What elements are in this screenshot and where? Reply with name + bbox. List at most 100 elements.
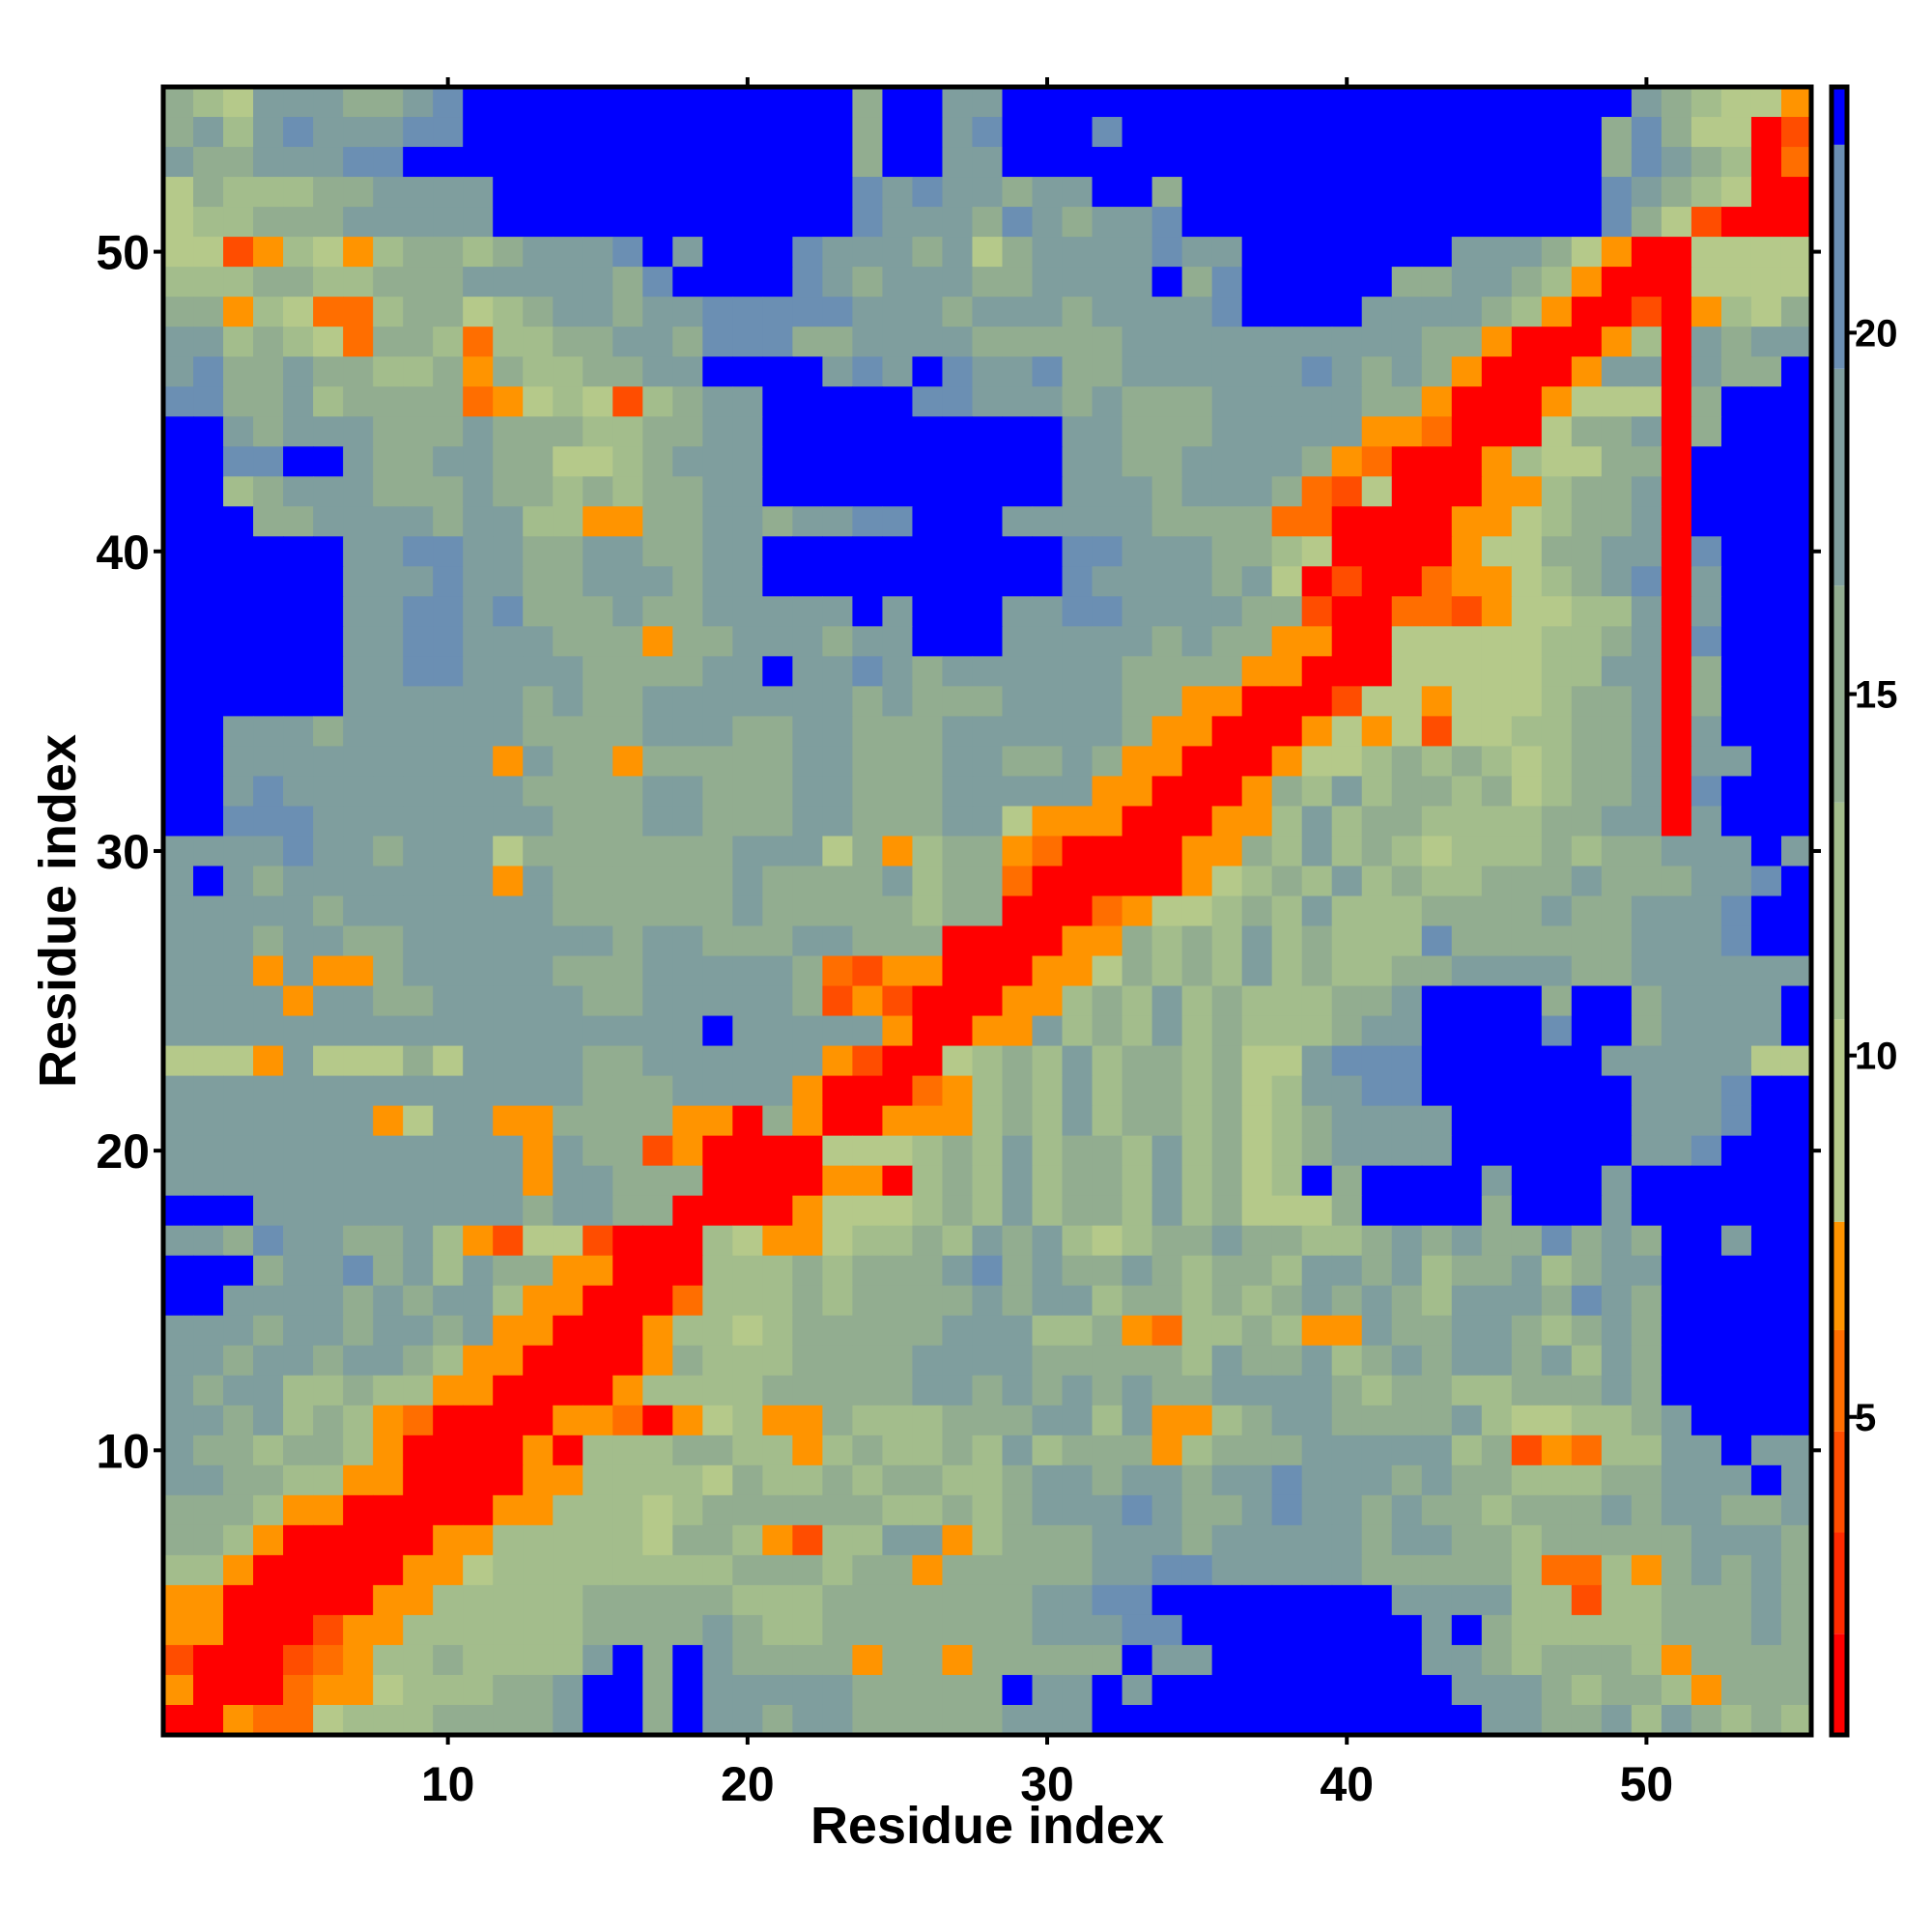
heatmap-cell [822,1195,854,1227]
heatmap-cell [732,1195,763,1227]
heatmap-cell [1181,1464,1213,1496]
heatmap-cell [912,1584,944,1616]
heatmap-cell [403,207,434,238]
heatmap-cell [1750,866,1782,897]
heatmap-cell [373,776,404,808]
heatmap-cell [762,237,793,268]
heatmap-cell [582,327,613,357]
heatmap-cell [1571,1674,1603,1706]
heatmap-cell [163,1584,194,1616]
colorbar-band [1832,1019,1847,1222]
heatmap-cell [1241,1375,1273,1406]
heatmap-cell [732,985,763,1017]
heatmap-cell [912,836,944,867]
heatmap-cell [882,506,914,537]
heatmap-cell [553,87,583,118]
heatmap-cell [313,1674,344,1706]
heatmap-cell [942,1644,974,1676]
heatmap-cell [852,536,884,567]
heatmap-cell [822,1554,854,1586]
heatmap-cell [1151,746,1183,778]
heatmap-cell [1780,985,1812,1017]
heatmap-cell [612,1614,643,1646]
heatmap-cell [223,207,254,238]
heatmap-cell [1151,386,1183,417]
heatmap-cell [1032,506,1064,537]
heatmap-cell [972,1165,1004,1197]
heatmap-cell [1780,866,1812,897]
heatmap-cell [942,1405,974,1436]
heatmap-cell [912,1614,944,1646]
heatmap-cell [193,626,224,657]
heatmap-cell [163,985,194,1017]
heatmap-cell [1301,1644,1333,1676]
heatmap-cell [1451,806,1483,838]
heatmap-cell [972,446,1004,477]
heatmap-cell [1391,1345,1423,1377]
heatmap-cell [1271,1435,1303,1466]
heatmap-cell [1780,177,1812,208]
heatmap-cell [1780,237,1812,268]
heatmap-cell [1421,686,1453,717]
heatmap-cell [792,446,823,477]
heatmap-cell [1391,1315,1423,1347]
heatmap-cell [223,506,254,537]
heatmap-cell [1241,656,1273,687]
heatmap-cell [762,1195,793,1227]
heatmap-cell [1451,1015,1483,1047]
heatmap-cell [642,1105,673,1137]
heatmap-cell [253,1015,284,1047]
heatmap-cell [253,1375,284,1406]
heatmap-cell [1391,267,1423,298]
heatmap-cell [493,746,524,778]
heatmap-cell [1780,1674,1812,1706]
heatmap-cell [1211,1584,1243,1616]
heatmap-cell [253,1195,284,1227]
heatmap-cell [912,1315,944,1347]
heatmap-cell [1211,596,1243,627]
heatmap-cell [403,1614,434,1646]
heatmap-cell [852,147,884,178]
heatmap-cell [433,446,464,477]
heatmap-cell [1181,1015,1213,1047]
heatmap-cell [1780,1644,1812,1676]
heatmap-cell [702,1285,733,1317]
heatmap-cell [732,87,763,118]
heatmap-cell [253,1435,284,1466]
heatmap-cell [882,1105,914,1137]
heatmap-cell [702,207,733,238]
heatmap-cell [433,1285,464,1317]
heatmap-cell [553,506,583,537]
heatmap-cell [1271,1285,1303,1317]
heatmap-cell [523,1554,554,1586]
heatmap-cell [882,446,914,477]
heatmap-cell [343,1075,374,1107]
heatmap-cell [1750,1405,1782,1436]
heatmap-cell [1002,177,1034,208]
heatmap-cell [1511,1375,1543,1406]
heatmap-cell [193,1075,224,1107]
heatmap-cell [1451,1644,1483,1676]
heatmap-cell [373,177,404,208]
heatmap-cell [1271,1704,1303,1736]
heatmap-cell [193,386,224,417]
heatmap-cell [972,147,1004,178]
heatmap-cell [702,1105,733,1137]
heatmap-cell [1631,207,1662,238]
heatmap-cell [1062,1015,1094,1047]
heatmap-cell [493,626,524,657]
heatmap-cell [1451,327,1483,357]
heatmap-cell [792,686,823,717]
heatmap-cell [642,1644,673,1676]
heatmap-cell [1122,1135,1153,1167]
heatmap-cell [1541,955,1573,987]
heatmap-cell [403,1464,434,1496]
heatmap-cell [223,686,254,717]
heatmap-cell [1211,895,1243,927]
heatmap-cell [1032,866,1064,897]
heatmap-cell [253,1464,284,1496]
heatmap-cell [1780,596,1812,627]
heatmap-cell [553,177,583,208]
colorbar-tick-label: 20 [1855,312,1898,355]
heatmap-cell [1032,87,1064,118]
